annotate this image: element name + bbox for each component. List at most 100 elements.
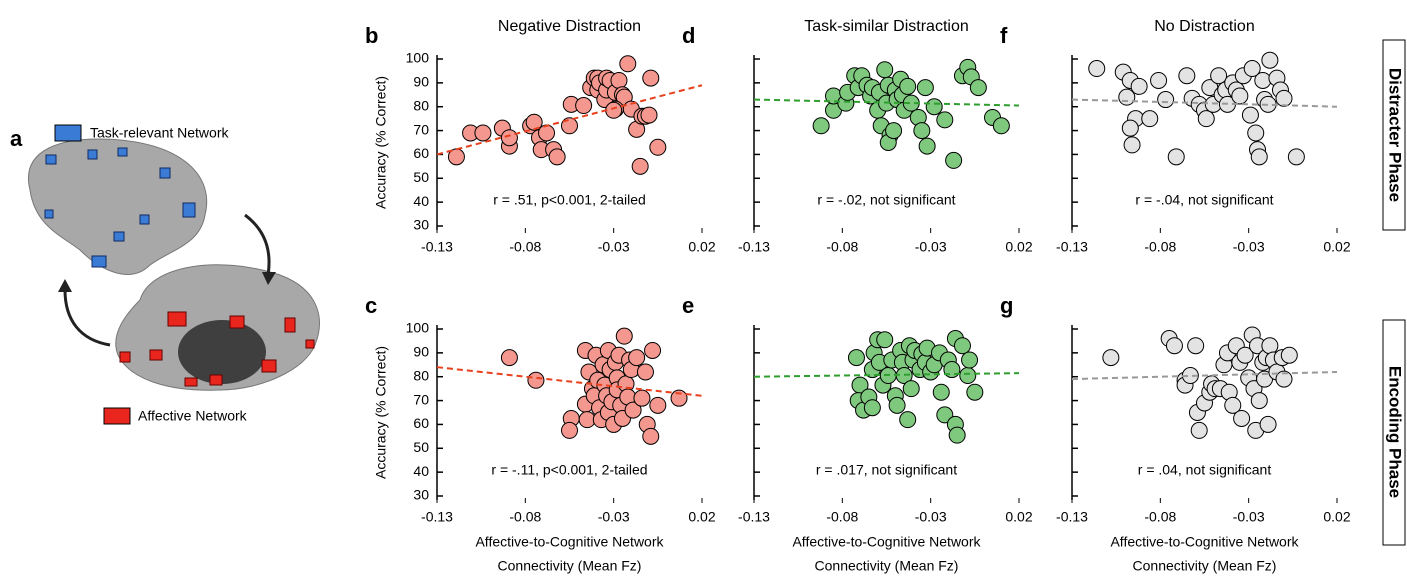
point xyxy=(925,98,943,116)
y-tick-label: 30 xyxy=(413,487,429,503)
y-tick-label: 30 xyxy=(413,217,429,233)
point xyxy=(1141,110,1159,128)
x-tick-label: 0.02 xyxy=(1323,239,1350,255)
y-tick-label: 60 xyxy=(413,415,429,431)
point xyxy=(1236,346,1254,364)
point xyxy=(943,361,961,379)
point xyxy=(932,383,950,401)
annotation: r = -.02, not significant xyxy=(817,192,955,208)
row-label: Distracter Phase xyxy=(1386,68,1405,202)
point xyxy=(527,371,545,389)
point xyxy=(1224,396,1242,414)
point xyxy=(876,61,894,79)
point xyxy=(992,117,1010,135)
annotation: r = .51, p<0.001, 2-tailed xyxy=(493,192,646,208)
x-tick-label: -0.13 xyxy=(738,239,770,255)
x-axis-label: Connectivity (Mean Fz) xyxy=(498,558,642,574)
trend-line xyxy=(436,84,703,156)
trend-line xyxy=(436,366,703,397)
point xyxy=(812,117,830,135)
point xyxy=(636,363,654,381)
trend-line xyxy=(753,98,1020,107)
row-label-box xyxy=(1382,319,1406,546)
column-title: Negative Distraction xyxy=(498,18,641,35)
panel-letter: f xyxy=(1000,23,1008,48)
point xyxy=(500,349,518,367)
annotation: r = -.04, not significant xyxy=(1135,192,1273,208)
y-tick-label: 70 xyxy=(413,391,429,407)
point xyxy=(624,401,642,419)
x-tick-label: -0.13 xyxy=(738,509,770,525)
x-tick-label: -0.08 xyxy=(509,509,541,525)
x-axis-label: Connectivity (Mean Fz) xyxy=(1133,558,1277,574)
point xyxy=(670,389,688,407)
point xyxy=(1102,349,1120,367)
x-tick-label: -0.03 xyxy=(598,509,630,525)
point xyxy=(1165,337,1183,355)
brain-illustration xyxy=(28,138,320,391)
point xyxy=(863,399,881,417)
point xyxy=(1197,110,1215,128)
point xyxy=(1287,148,1305,166)
point xyxy=(642,427,660,445)
y-axis-label: Accuracy (% Correct) xyxy=(373,346,389,479)
x-tick-label: -0.03 xyxy=(598,239,630,255)
point xyxy=(936,111,954,129)
point xyxy=(649,138,667,156)
point xyxy=(945,151,963,169)
legend-swatch xyxy=(103,407,131,425)
x-tick-label: -0.08 xyxy=(826,509,858,525)
point xyxy=(642,69,660,87)
point xyxy=(605,101,623,119)
point xyxy=(1259,415,1277,433)
y-tick-label: 50 xyxy=(413,439,429,455)
trend-line xyxy=(753,372,1020,378)
y-tick-label: 40 xyxy=(413,193,429,209)
point xyxy=(640,106,658,124)
y-tick-label: 90 xyxy=(413,74,429,90)
point xyxy=(561,421,578,439)
point xyxy=(548,148,566,166)
point xyxy=(918,137,936,155)
point xyxy=(649,396,667,414)
x-tick-label: -0.13 xyxy=(1056,239,1088,255)
point xyxy=(561,117,578,135)
point xyxy=(500,129,518,147)
panel-letter: b xyxy=(365,23,378,48)
point xyxy=(1178,67,1196,85)
point xyxy=(1121,119,1139,137)
panel-letter: a xyxy=(10,126,23,151)
point xyxy=(899,77,917,95)
x-axis-label: Affective-to-Cognitive Network xyxy=(1110,534,1299,550)
point xyxy=(1275,370,1293,388)
point xyxy=(1241,106,1259,124)
legend-swatch xyxy=(54,124,82,142)
point xyxy=(578,411,596,429)
point xyxy=(1150,71,1168,89)
point xyxy=(885,122,903,140)
row-label-box xyxy=(1382,39,1406,231)
point xyxy=(888,396,906,414)
y-axis-label: Accuracy (% Correct) xyxy=(373,76,389,209)
point xyxy=(936,406,954,424)
point xyxy=(1231,87,1249,105)
point xyxy=(1157,91,1175,109)
point xyxy=(902,380,920,398)
annotation: r = .017, not significant xyxy=(816,462,957,478)
y-tick-label: 50 xyxy=(413,169,429,185)
point xyxy=(966,383,984,401)
point xyxy=(913,122,931,140)
point xyxy=(1261,337,1279,355)
point xyxy=(525,113,543,131)
point xyxy=(628,349,646,367)
y-tick-label: 60 xyxy=(413,145,429,161)
y-tick-label: 80 xyxy=(413,367,429,383)
legend-label: Task-relevant Network xyxy=(90,125,229,141)
point xyxy=(876,331,894,349)
point xyxy=(1250,392,1268,410)
point xyxy=(633,389,651,407)
y-tick-label: 40 xyxy=(413,463,429,479)
x-tick-label: -0.13 xyxy=(421,239,453,255)
